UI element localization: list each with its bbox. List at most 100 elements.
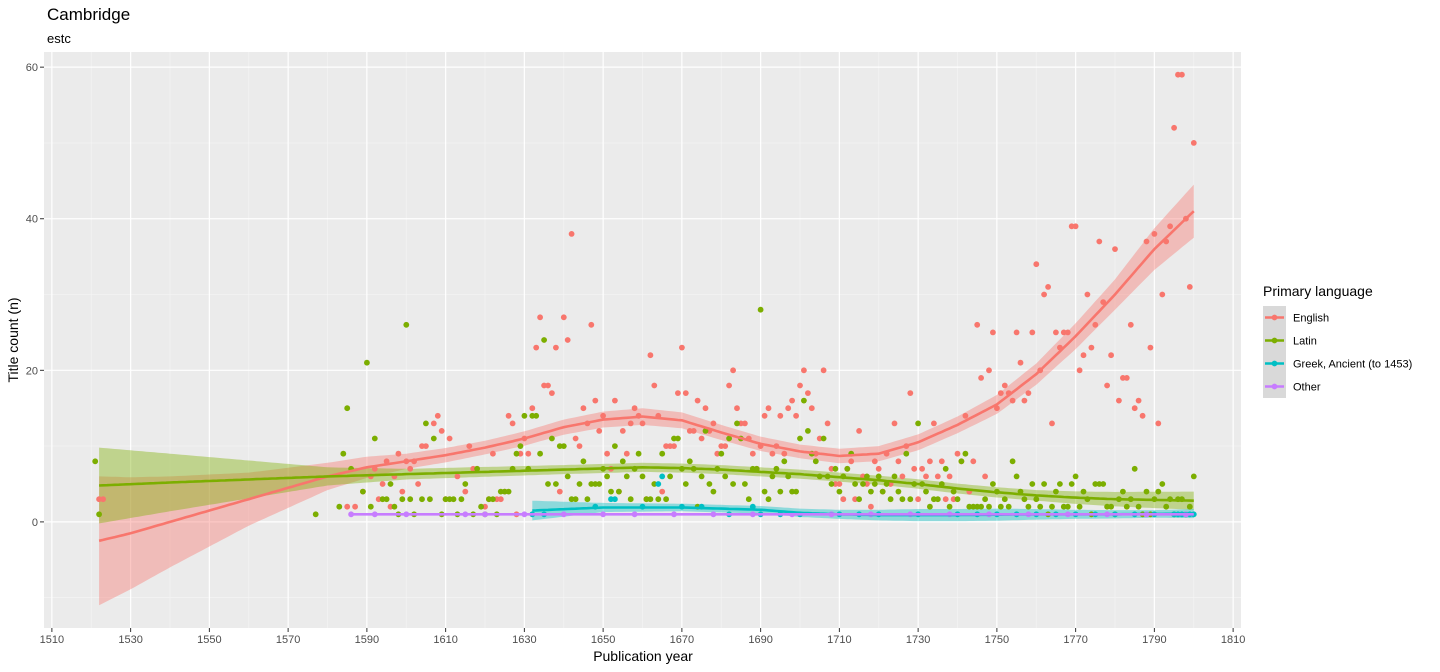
data-point xyxy=(1084,291,1091,298)
data-point xyxy=(970,458,977,465)
data-point xyxy=(596,428,603,434)
data-point xyxy=(509,420,516,427)
legend-key-point xyxy=(1271,314,1278,321)
x-axis: 1510 1530 1550 1570 1590 1610 1630 1650 1670 1690… xyxy=(40,628,1245,646)
data-point xyxy=(1049,503,1055,510)
data-point xyxy=(619,458,626,465)
data-point xyxy=(927,503,933,510)
legend-label: Greek, Ancient (to 1453) xyxy=(1293,359,1412,371)
data-point xyxy=(1076,367,1083,374)
data-point xyxy=(1080,352,1087,359)
data-point xyxy=(1123,503,1130,510)
data-point xyxy=(1131,465,1138,472)
data-point xyxy=(899,473,906,480)
data-point xyxy=(875,465,882,472)
data-point xyxy=(1092,481,1099,487)
data-point xyxy=(430,420,437,427)
data-point xyxy=(895,488,902,495)
data-point xyxy=(785,405,792,412)
data-point xyxy=(403,321,410,328)
data-point xyxy=(1064,503,1071,510)
data-point xyxy=(383,458,390,465)
data-point xyxy=(391,503,398,510)
data-point xyxy=(549,435,555,442)
data-point xyxy=(726,435,732,442)
data-point xyxy=(1135,503,1142,510)
data-point xyxy=(344,503,351,510)
data-point xyxy=(395,450,402,457)
data-point xyxy=(1001,496,1008,503)
data-point xyxy=(1139,412,1146,419)
y-axis-title: Title count (n) xyxy=(5,297,21,382)
data-point xyxy=(545,481,551,487)
data-point xyxy=(407,465,414,472)
data-point xyxy=(915,496,921,503)
data-point xyxy=(986,367,992,374)
x-tick-label: 1550 xyxy=(197,634,221,646)
data-point xyxy=(698,473,705,480)
data-point xyxy=(805,428,811,434)
data-point xyxy=(706,481,713,487)
data-point xyxy=(883,481,890,487)
data-point xyxy=(344,405,351,412)
data-point xyxy=(907,496,914,503)
data-point xyxy=(1009,397,1016,404)
data-point xyxy=(907,390,914,396)
data-point xyxy=(474,465,480,472)
data-point xyxy=(942,465,949,472)
data-point xyxy=(734,420,740,427)
data-point xyxy=(682,481,689,487)
data-point xyxy=(722,473,729,480)
data-point xyxy=(1104,503,1110,510)
data-point xyxy=(777,488,784,495)
data-point xyxy=(553,481,559,487)
data-point xyxy=(399,496,406,503)
data-point xyxy=(990,481,996,487)
data-point xyxy=(92,458,99,465)
data-point xyxy=(675,435,681,442)
data-point xyxy=(352,503,358,510)
data-point xyxy=(824,420,831,427)
data-point xyxy=(871,458,878,465)
data-point xyxy=(915,420,921,427)
data-point xyxy=(1100,481,1107,487)
data-point xyxy=(604,473,610,480)
data-point xyxy=(639,473,646,480)
data-point xyxy=(931,420,937,427)
data-point xyxy=(694,397,701,404)
data-point xyxy=(1163,503,1170,510)
data-point xyxy=(659,488,666,495)
data-point xyxy=(1005,503,1012,510)
data-point xyxy=(765,405,772,412)
data-point xyxy=(1021,397,1028,404)
data-point xyxy=(1147,344,1154,351)
data-point xyxy=(383,496,390,503)
legend-label: Latin xyxy=(1293,336,1317,348)
data-point xyxy=(438,428,445,434)
x-tick-label: 1690 xyxy=(748,634,772,646)
data-point xyxy=(718,450,725,457)
data-point xyxy=(100,496,106,503)
data-point xyxy=(1041,291,1047,298)
data-point xyxy=(616,488,622,495)
legend-title: Primary language xyxy=(1263,283,1373,299)
data-point xyxy=(419,496,425,503)
x-tick-label: 1710 xyxy=(827,634,851,646)
data-point xyxy=(927,458,933,465)
data-point xyxy=(639,420,646,427)
data-point xyxy=(556,488,563,495)
data-point xyxy=(761,488,768,495)
data-point xyxy=(580,458,587,465)
data-point xyxy=(868,488,874,495)
data-point xyxy=(1072,223,1079,230)
x-tick-label: 1570 xyxy=(276,634,300,646)
x-axis-title: Publication year xyxy=(593,648,693,664)
data-point xyxy=(1053,329,1059,336)
data-point xyxy=(612,397,618,404)
data-point xyxy=(434,412,441,419)
data-point xyxy=(1076,503,1083,510)
x-tick-label: 1530 xyxy=(118,634,142,646)
data-point xyxy=(714,450,721,457)
data-point xyxy=(612,443,618,449)
data-point xyxy=(757,306,764,313)
